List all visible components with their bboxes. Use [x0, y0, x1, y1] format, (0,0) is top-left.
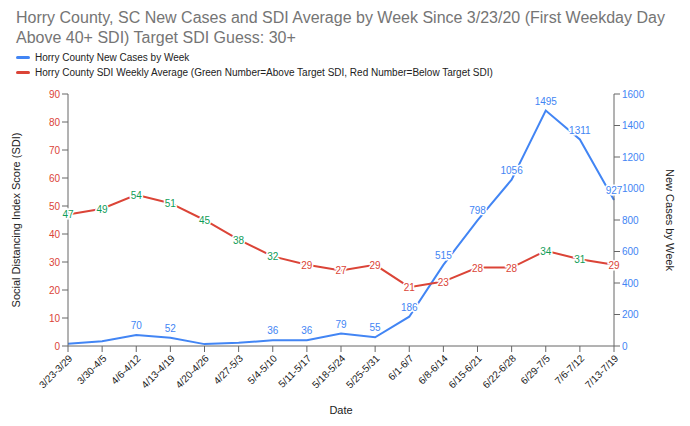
svg-text:927: 927 — [606, 185, 623, 196]
svg-text:49: 49 — [97, 204, 109, 215]
svg-text:70: 70 — [131, 320, 143, 331]
svg-text:6/15-6/21: 6/15-6/21 — [446, 352, 484, 390]
svg-text:Date: Date — [329, 404, 352, 416]
svg-text:21: 21 — [404, 282, 416, 293]
svg-text:5/25-5/31: 5/25-5/31 — [344, 352, 382, 390]
svg-text:54: 54 — [131, 190, 143, 201]
svg-text:3/30-4/5: 3/30-4/5 — [75, 352, 109, 386]
svg-text:7/6-7/12: 7/6-7/12 — [553, 352, 587, 386]
svg-text:10: 10 — [49, 313, 61, 324]
svg-text:1000: 1000 — [622, 183, 645, 194]
svg-text:32: 32 — [267, 251, 279, 262]
svg-text:52: 52 — [165, 323, 177, 334]
svg-text:79: 79 — [335, 319, 347, 330]
svg-text:186: 186 — [401, 302, 418, 313]
svg-text:4/13-4/19: 4/13-4/19 — [139, 352, 177, 390]
svg-text:6/1-6/7: 6/1-6/7 — [386, 352, 416, 382]
svg-text:28: 28 — [506, 263, 518, 274]
svg-text:400: 400 — [622, 278, 639, 289]
svg-text:3/23-3/29: 3/23-3/29 — [37, 352, 75, 390]
svg-text:36: 36 — [301, 325, 313, 336]
svg-text:34: 34 — [540, 246, 552, 257]
svg-text:90: 90 — [49, 89, 61, 100]
svg-text:29: 29 — [370, 260, 382, 271]
svg-text:4/20-4/26: 4/20-4/26 — [173, 352, 211, 390]
svg-text:29: 29 — [301, 260, 313, 271]
svg-text:36: 36 — [267, 325, 279, 336]
svg-text:1311: 1311 — [569, 125, 591, 136]
svg-text:50: 50 — [49, 201, 61, 212]
svg-text:45: 45 — [199, 215, 211, 226]
svg-text:5/11-5/17: 5/11-5/17 — [276, 352, 313, 389]
svg-text:55: 55 — [370, 322, 382, 333]
html-text:Horry County New Cases by Week: Horry County New Cases by Week — [35, 52, 190, 63]
svg-text:30: 30 — [49, 257, 61, 268]
html-text:Horry County SDI Weekly Averag: Horry County SDI Weekly Average (Green N… — [35, 67, 493, 78]
svg-text:1600: 1600 — [622, 89, 645, 100]
svg-text:51: 51 — [165, 198, 177, 209]
svg-text:4/27-5/3: 4/27-5/3 — [211, 352, 245, 386]
svg-text:1056: 1056 — [501, 165, 524, 176]
svg-text:798: 798 — [469, 205, 486, 216]
svg-text:515: 515 — [435, 250, 452, 261]
svg-text:60: 60 — [49, 173, 61, 184]
svg-text:6/22-6/28: 6/22-6/28 — [480, 352, 518, 390]
svg-text:1400: 1400 — [622, 120, 645, 131]
svg-text:200: 200 — [622, 309, 639, 320]
svg-text:31: 31 — [574, 254, 586, 265]
svg-text:4/6-4/12: 4/6-4/12 — [109, 352, 143, 386]
svg-text:47: 47 — [62, 209, 74, 220]
svg-text:New Cases by Week: New Cases by Week — [664, 169, 676, 271]
svg-text:1200: 1200 — [622, 152, 645, 163]
svg-text:0: 0 — [54, 341, 60, 352]
svg-text:28: 28 — [472, 263, 484, 274]
svg-text:29: 29 — [608, 260, 620, 271]
svg-text:40: 40 — [49, 229, 61, 240]
svg-text:80: 80 — [49, 117, 61, 128]
svg-text:38: 38 — [233, 235, 245, 246]
svg-text:23: 23 — [438, 277, 450, 288]
svg-text:6/8-6/14: 6/8-6/14 — [416, 352, 450, 386]
svg-text:5/4-5/10: 5/4-5/10 — [245, 352, 279, 386]
svg-text:800: 800 — [622, 215, 639, 226]
svg-text:70: 70 — [49, 145, 61, 156]
svg-text:600: 600 — [622, 246, 639, 257]
svg-text:Social Distancing Index Score: Social Distancing Index Score (SDI) — [10, 133, 22, 308]
svg-text:5/18-5/24: 5/18-5/24 — [310, 352, 348, 390]
svg-text:7/13-7/19: 7/13-7/19 — [583, 352, 621, 390]
svg-text:6/29-7/5: 6/29-7/5 — [518, 352, 552, 386]
html-text:Horry County, SC New Cases and: Horry County, SC New Cases and SDI Avera… — [16, 9, 665, 46]
svg-text:0: 0 — [622, 341, 628, 352]
svg-text:27: 27 — [335, 265, 347, 276]
svg-text:20: 20 — [49, 285, 61, 296]
svg-text:1495: 1495 — [535, 96, 558, 107]
